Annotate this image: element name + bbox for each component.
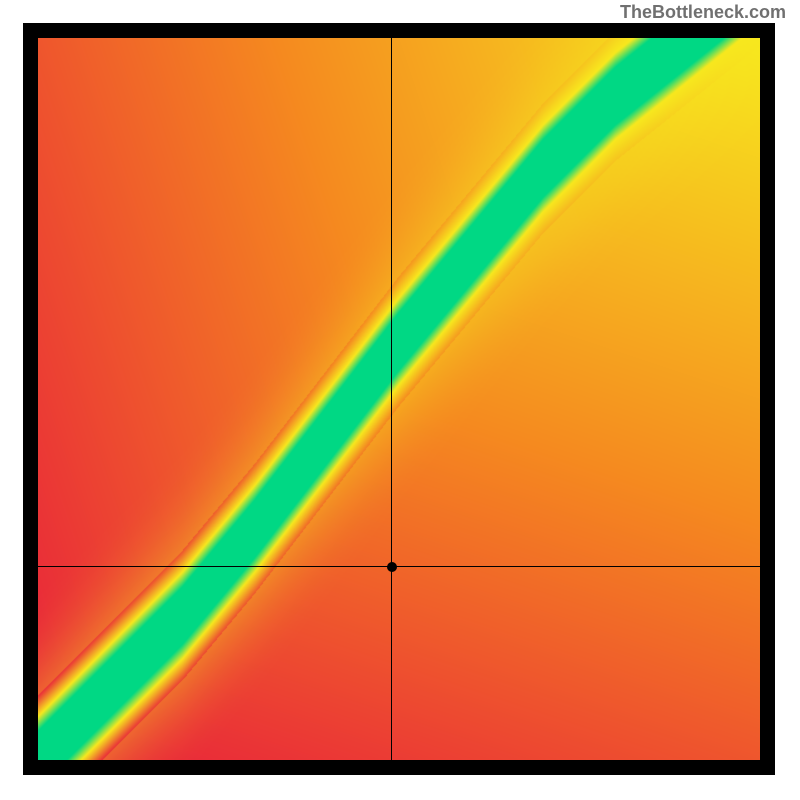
crosshair-vertical: [391, 38, 392, 760]
point-marker: [387, 562, 397, 572]
crosshair-horizontal: [38, 566, 760, 567]
watermark-text: TheBottleneck.com: [620, 2, 786, 23]
heatmap-canvas: [38, 38, 760, 760]
plot-area: [38, 38, 760, 760]
